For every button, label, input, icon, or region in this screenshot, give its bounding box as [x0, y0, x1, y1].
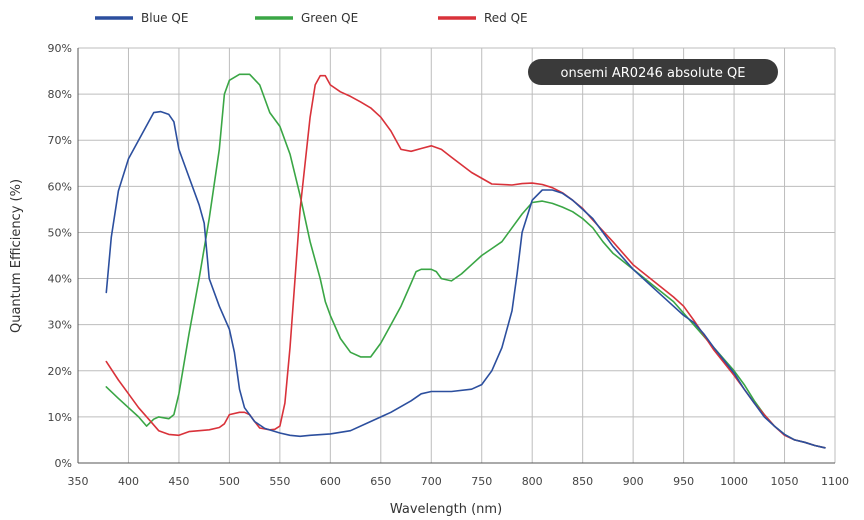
x-tick-label: 450: [168, 475, 189, 488]
series-layer: [105, 73, 826, 449]
y-tick-label: 40%: [48, 273, 72, 286]
series-line-green-qe: [105, 73, 826, 449]
x-tick-label: 800: [522, 475, 543, 488]
x-tick-label: 700: [421, 475, 442, 488]
chart-grid: [77, 47, 836, 464]
x-tick-label: 550: [269, 475, 290, 488]
x-tick-label: 1050: [771, 475, 799, 488]
legend-label: Blue QE: [141, 11, 188, 25]
title-badge-background: [528, 59, 778, 85]
y-tick-label: 90%: [48, 42, 72, 55]
x-tick-label: 850: [572, 475, 593, 488]
x-tick-label: 350: [68, 475, 89, 488]
series-line-blue-qe: [105, 110, 826, 449]
x-tick-label: 750: [471, 475, 492, 488]
x-tick-label: 950: [673, 475, 694, 488]
x-tick-label: 600: [320, 475, 341, 488]
x-tick-label: 500: [219, 475, 240, 488]
series-line-red-qe: [105, 74, 826, 449]
legend: Blue QE Green QE Red QE: [95, 11, 528, 25]
y-tick-label: 10%: [48, 411, 72, 424]
y-tick-label: 50%: [48, 226, 72, 239]
x-tick-label: 1100: [821, 475, 849, 488]
x-tick-label: 1000: [720, 475, 748, 488]
legend-label: Green QE: [301, 11, 358, 25]
chart-title-badge: onsemi AR0246 absolute QE: [528, 59, 778, 85]
y-tick-label: 60%: [48, 180, 72, 193]
y-tick-label: 70%: [48, 134, 72, 147]
y-tick-label: 0%: [55, 457, 72, 470]
chart-title: onsemi AR0246 absolute QE: [561, 66, 746, 81]
y-tick-label: 20%: [48, 365, 72, 378]
x-axis-ticks: 350 400 450 500 550 600 650 700 750 800 850 900 950 1…: [68, 475, 850, 488]
y-tick-label: 80%: [48, 88, 72, 101]
x-tick-label: 400: [118, 475, 139, 488]
x-tick-label: 650: [370, 475, 391, 488]
y-axis-ticks: 0% 10% 20% 30% 40% 50% 60% 70% 80% 90%: [48, 42, 72, 470]
y-tick-label: 30%: [48, 319, 72, 332]
legend-label: Red QE: [484, 11, 528, 25]
x-tick-label: 900: [623, 475, 644, 488]
y-axis-label: Quantum Efficiency (%): [9, 179, 24, 333]
x-axis-label: Wavelength (nm): [390, 502, 502, 517]
